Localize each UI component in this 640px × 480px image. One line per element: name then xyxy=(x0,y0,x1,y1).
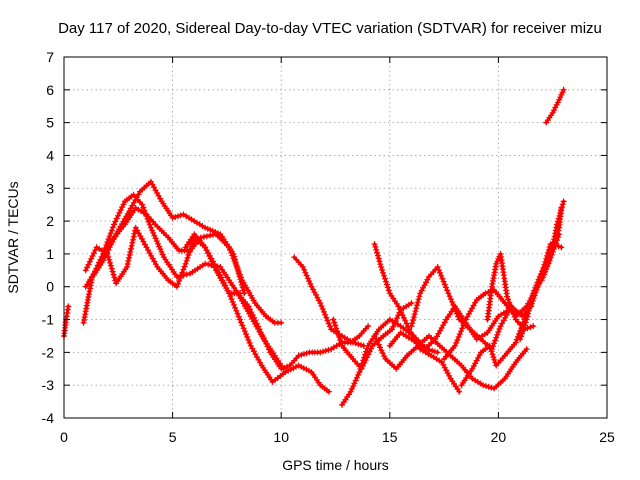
y-tick-label: -4 xyxy=(42,410,55,426)
series-sat-g xyxy=(234,290,372,372)
series-sat-h xyxy=(291,254,367,349)
x-tick-label: 20 xyxy=(491,429,507,445)
series-sat-f xyxy=(182,231,332,395)
x-tick-label: 0 xyxy=(60,429,68,445)
data-layer xyxy=(61,86,567,408)
series-markers xyxy=(291,254,367,349)
series-markers xyxy=(543,86,567,126)
series-sat-b xyxy=(80,191,287,372)
series-sat-k xyxy=(371,241,463,395)
y-tick-label: 7 xyxy=(46,49,54,65)
y-tick-label: 2 xyxy=(46,213,54,229)
y-tick-label: 0 xyxy=(46,279,54,295)
series-sat-p xyxy=(458,205,565,389)
series-markers xyxy=(517,241,565,343)
series-sat-s xyxy=(538,198,567,284)
series-markers xyxy=(441,231,563,362)
plot-border xyxy=(63,56,608,419)
x-tick-label: 10 xyxy=(273,429,289,445)
series-markers xyxy=(484,250,537,333)
series-sat-t xyxy=(543,86,567,126)
x-tick-label: 5 xyxy=(169,429,177,445)
series-sat-a xyxy=(61,303,72,339)
series-markers xyxy=(87,178,248,297)
y-tick-label: -1 xyxy=(42,312,55,328)
y-tick-label: 3 xyxy=(46,180,54,196)
y-tick-label: 4 xyxy=(46,147,54,163)
series-sat-r xyxy=(517,241,565,343)
y-tick-label: 6 xyxy=(46,82,54,98)
grid-layer xyxy=(64,57,607,418)
x-axis-label: GPS time / hours xyxy=(282,457,389,473)
series-sat-o xyxy=(441,231,563,362)
y-tick-label: 5 xyxy=(46,115,54,131)
y-tick-label: -2 xyxy=(42,344,55,360)
series-sat-q xyxy=(484,250,537,333)
series-markers xyxy=(371,241,463,395)
series-sat-d xyxy=(87,178,248,297)
y-axis-label: SDTVAR / TECUs xyxy=(5,181,21,293)
tick-layer: 0 5 10 15 20 25 -4 -3 -2 -1 0 1 2 3 4 5 6 7 xyxy=(42,49,615,445)
series-markers xyxy=(538,198,567,284)
x-tick-label: 15 xyxy=(382,429,398,445)
series-markers xyxy=(61,303,72,339)
x-tick-label: 25 xyxy=(599,429,615,445)
series-markers xyxy=(458,205,565,389)
series-markers xyxy=(80,191,287,372)
chart-title: Day 117 of 2020, Sidereal Day-to-day VTE… xyxy=(58,20,602,37)
y-tick-label: 1 xyxy=(46,246,54,262)
series-trace xyxy=(184,232,331,394)
series-markers xyxy=(182,231,332,395)
y-tick-label: -3 xyxy=(42,377,55,393)
